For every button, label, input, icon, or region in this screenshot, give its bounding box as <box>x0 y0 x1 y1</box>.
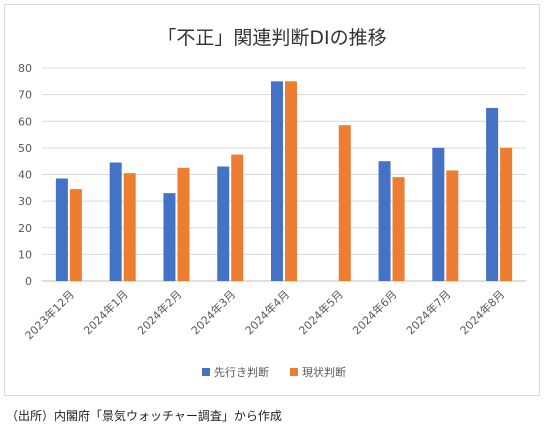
bar-forecast <box>163 193 176 281</box>
bar-forecast <box>486 107 499 281</box>
bar-forecast <box>217 166 230 281</box>
bar-current <box>231 154 244 281</box>
bar-current <box>338 125 351 282</box>
x-tick-label: 2023年12月 <box>22 287 77 342</box>
y-tick-label: 80 <box>18 62 32 75</box>
y-tick-label: 20 <box>18 222 32 235</box>
bar-forecast <box>378 161 391 281</box>
bar-current <box>446 170 459 281</box>
source-note: （出所）内閣府「景気ウォッチャー調査」から作成 <box>6 409 282 423</box>
y-tick-label: 0 <box>25 275 32 288</box>
bar-current <box>69 189 82 281</box>
chart-title: 「不正」関連判断DIの推移 <box>157 27 387 49</box>
legend-label: 現状判断 <box>302 365 346 379</box>
legend-swatch <box>202 368 210 376</box>
x-tick-label: 2024年2月 <box>134 287 184 337</box>
x-tick-label: 2024年3月 <box>188 287 238 337</box>
y-tick-label: 50 <box>18 142 32 155</box>
y-tick-label: 30 <box>18 195 32 208</box>
bar-current <box>123 173 136 281</box>
legend-swatch <box>290 368 298 376</box>
x-tick-label: 2024年6月 <box>349 287 399 337</box>
y-tick-label: 70 <box>18 89 32 102</box>
y-tick-label: 10 <box>18 248 32 261</box>
bar-current <box>392 177 405 281</box>
x-tick-label: 2024年5月 <box>296 287 346 337</box>
y-tick-label: 60 <box>18 115 32 128</box>
y-tick-label: 40 <box>18 169 32 182</box>
bar-forecast <box>109 162 122 281</box>
bar-current <box>177 167 190 281</box>
x-tick-label: 2024年7月 <box>403 287 453 337</box>
bar-current <box>285 81 297 281</box>
legend-label: 先行き判断 <box>214 365 269 379</box>
bar-current <box>500 147 513 281</box>
x-tick-label: 2024年4月 <box>242 287 292 337</box>
bar-forecast <box>55 178 68 281</box>
bar-forecast <box>271 81 283 281</box>
bar-forecast <box>432 147 445 281</box>
x-tick-label: 2024年1月 <box>81 287 131 337</box>
x-tick-label: 2024年8月 <box>457 287 507 337</box>
